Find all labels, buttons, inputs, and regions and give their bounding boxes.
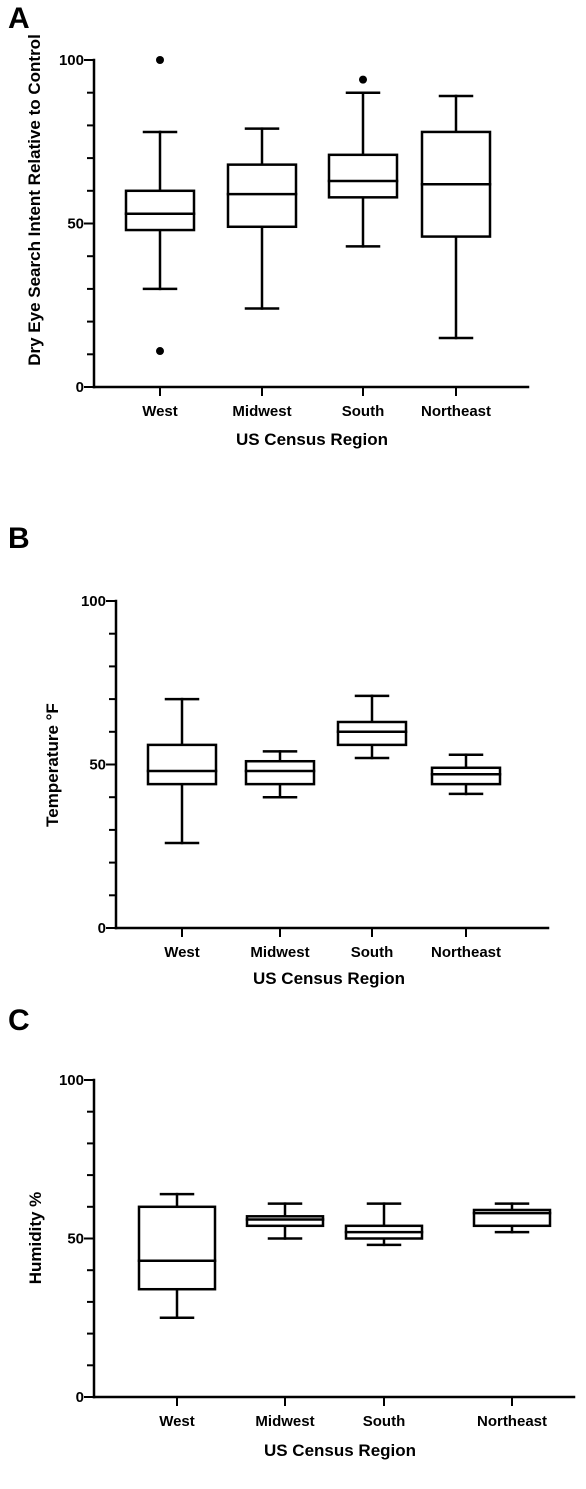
box-northeast: [472, 1202, 552, 1234]
box-midwest: [245, 1202, 325, 1240]
box-midwest: [244, 750, 316, 799]
y-tick-label: 100: [59, 1072, 84, 1089]
y-axis-title: Dry Eye Search Intent Relative to Contro…: [25, 34, 44, 366]
iqr-box: [245, 1215, 325, 1228]
x-tick-label: Northeast: [477, 1413, 547, 1430]
x-axis-title: US Census Region: [253, 969, 405, 988]
y-tick-label: 100: [59, 52, 84, 69]
panel-letter: C: [8, 1004, 30, 1037]
iqr-box: [124, 189, 196, 232]
iqr-box: [430, 766, 502, 786]
y-axis-title: Temperature °F: [43, 703, 62, 827]
y-tick-label: 0: [76, 379, 84, 396]
box-northeast: [420, 94, 492, 340]
panel-letter: A: [8, 2, 30, 35]
x-tick-label: South: [351, 944, 394, 961]
box-south: [327, 75, 399, 248]
iqr-box: [137, 1205, 217, 1291]
x-tick-label: South: [363, 1413, 406, 1430]
chart-panel-a: A 0 50 100 West Midwest South Northeast US Censu…: [8, 2, 530, 449]
x-tick-label: West: [142, 403, 178, 420]
x-tick-label: Midwest: [232, 403, 291, 420]
y-tick-label: 100: [81, 593, 106, 610]
x-tick-label: South: [342, 403, 385, 420]
box-midwest: [226, 127, 298, 310]
x-axis-title: US Census Region: [264, 1441, 416, 1460]
outlier-point: [359, 75, 367, 84]
box-south: [336, 694, 408, 760]
box-south: [344, 1202, 424, 1247]
box-west: [146, 697, 218, 845]
y-tick-label: 50: [89, 757, 106, 774]
box-west: [124, 56, 196, 356]
x-tick-label: West: [159, 1413, 195, 1430]
iqr-box: [244, 759, 316, 786]
iqr-box: [226, 163, 298, 229]
iqr-box: [146, 743, 218, 786]
x-axis-title: US Census Region: [236, 430, 388, 449]
outlier-point: [156, 56, 164, 64]
x-tick-label: West: [164, 944, 200, 961]
y-tick-label: 0: [98, 920, 106, 937]
iqr-box: [336, 720, 408, 747]
panel-letter: B: [8, 522, 30, 555]
outlier-point: [156, 347, 164, 356]
chart-panel-b: B 0 50 100 West Midwest South Northeast US Censu…: [8, 522, 550, 988]
x-tick-label: Northeast: [431, 944, 501, 961]
box-west: [137, 1192, 217, 1319]
iqr-box: [327, 153, 399, 199]
y-tick-label: 0: [76, 1389, 84, 1406]
x-tick-label: Midwest: [250, 944, 309, 961]
x-tick-label: Midwest: [255, 1413, 314, 1430]
box-northeast: [430, 753, 502, 796]
y-tick-label: 50: [67, 1231, 84, 1248]
y-tick-label: 50: [67, 216, 84, 233]
y-axis-title: Humidity %: [26, 1192, 45, 1285]
chart-panel-c: C 0 50 100 West Midwest South Northeast US Censu…: [8, 1004, 576, 1460]
x-tick-label: Northeast: [421, 403, 491, 420]
